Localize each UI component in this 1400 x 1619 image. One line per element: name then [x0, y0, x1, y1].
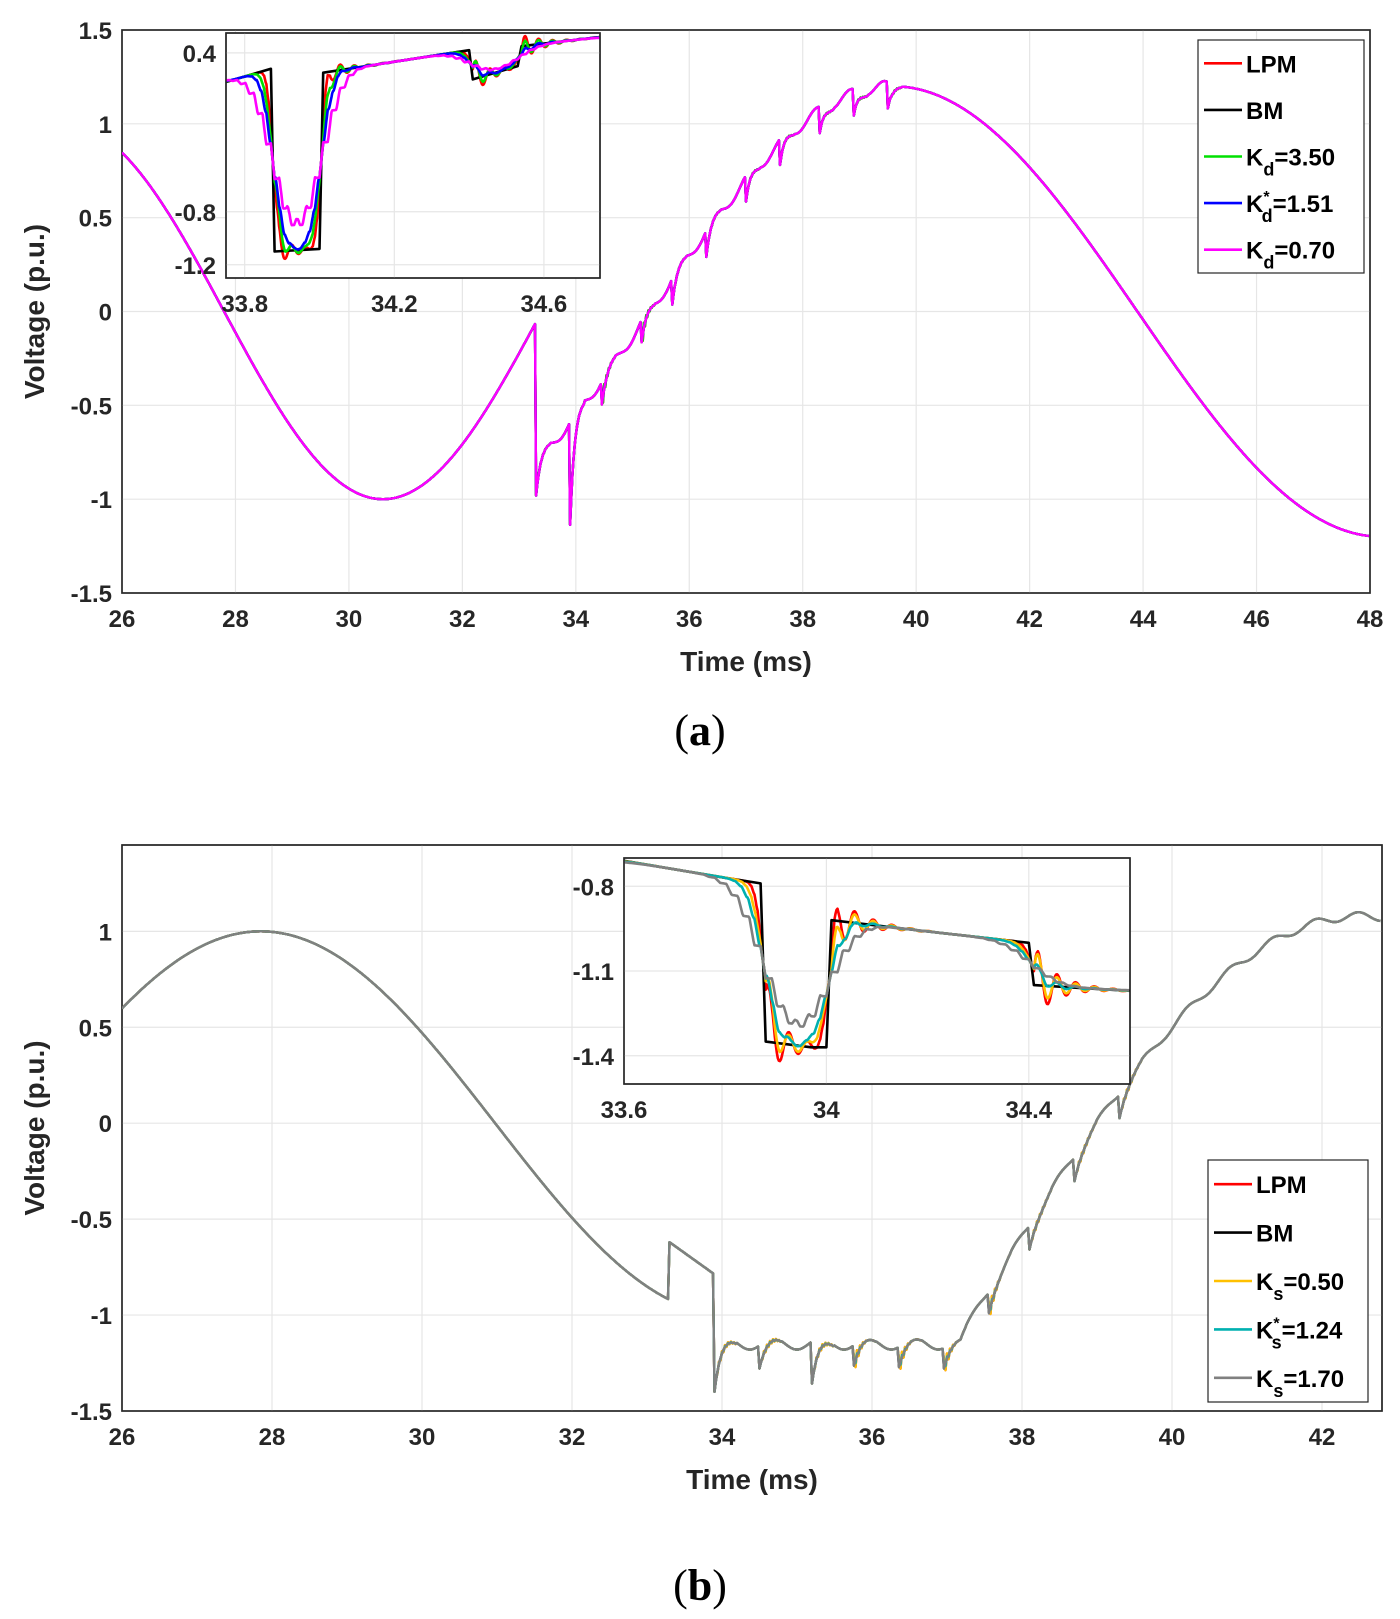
legend-label: BM	[1246, 98, 1283, 125]
x-tick-label: 38	[789, 606, 816, 633]
caption-b: (b)	[673, 1561, 727, 1610]
series-line-Ks=1.70	[122, 911, 1381, 1393]
inset-y-tick-label: -1.2	[175, 253, 216, 280]
x-tick-label: 28	[222, 606, 249, 633]
chart-b: 26 28 30 32 34 36 38 40 42 -1.5 -1 -0.5 0 0.5 1 Time (m…	[19, 844, 1383, 1495]
legend: LPM BM Ks=0.50 K* s=1.24 Ks=1.70	[1207, 1159, 1369, 1403]
series-lines	[122, 79, 1370, 538]
y-tick-label: -1.5	[71, 1399, 112, 1426]
y-tick-label: 0.5	[79, 1015, 112, 1042]
inset-lines	[226, 34, 600, 261]
inset-x-tick-label: 33.8	[221, 291, 268, 318]
y-tick-label: 0	[99, 300, 112, 327]
y-axis-label: Voltage (p.u.)	[19, 1040, 50, 1215]
x-axis-label: Time (ms)	[680, 646, 812, 677]
inset-line-K*s=1.24	[624, 860, 1130, 1048]
y-tick-label: -1.5	[71, 581, 112, 608]
inset-line-Kd=0.70	[226, 36, 600, 227]
x-tick-label: 44	[1130, 606, 1157, 633]
inset-y-tick-label: -1.4	[573, 1044, 615, 1071]
x-tick-label: 32	[559, 1424, 586, 1451]
x-tick-label: 30	[409, 1424, 436, 1451]
x-tick-label: 26	[109, 1424, 136, 1451]
inset-y-tick-label: -0.8	[573, 874, 614, 901]
legend-label: Ks=1.70	[1256, 1366, 1344, 1401]
x-tick-label: 42	[1016, 606, 1043, 633]
caption-a: (a)	[674, 706, 725, 755]
inset-lines	[624, 859, 1130, 1063]
legend-label: Kd=3.50	[1246, 145, 1335, 180]
inset-line-Ks=1.70	[624, 861, 1130, 1028]
inset: 33.6 34 34.4 -1.4 -1.1 -0.8	[573, 857, 1131, 1124]
x-tick-label: 38	[1009, 1424, 1036, 1451]
x-tick-label: 40	[1159, 1424, 1186, 1451]
series-lines	[122, 911, 1381, 1393]
x-tick-label: 36	[676, 606, 703, 633]
y-tick-label: -0.5	[71, 393, 112, 420]
x-tick-label: 48	[1357, 606, 1384, 633]
inset-y-tick-label: 0.4	[183, 41, 217, 68]
y-tick-label: 1	[99, 112, 112, 139]
x-tick-label: 42	[1309, 1424, 1336, 1451]
x-tick-label: 46	[1243, 606, 1270, 633]
legend-label: Kd=0.70	[1246, 238, 1335, 273]
y-tick-label: -0.5	[71, 1207, 112, 1234]
legend: LPM BM Kd=3.50 K* d=1.51 Kd=0.70	[1197, 39, 1365, 274]
inset-y-tick-label: -0.8	[175, 200, 216, 227]
inset-x-tick-label: 34	[813, 1097, 840, 1124]
inset-border	[623, 857, 1131, 1085]
legend-label: K* s=1.24	[1256, 1315, 1343, 1352]
x-axis-label: Time (ms)	[686, 1464, 818, 1495]
x-tick-label: 28	[259, 1424, 286, 1451]
x-tick-label: 30	[336, 606, 363, 633]
x-tick-label: 32	[449, 606, 476, 633]
inset-x-tick-label: 34.2	[371, 291, 418, 318]
inset-border	[225, 32, 601, 279]
x-tick-label: 34	[562, 606, 589, 633]
plot-border	[121, 29, 1371, 594]
inset-x-tick-label: 34.4	[1005, 1097, 1052, 1124]
legend-label: BM	[1256, 1221, 1293, 1248]
y-tick-label: 1.5	[79, 18, 112, 45]
y-axis-label: Voltage (p.u.)	[19, 224, 50, 399]
x-tick-label: 34	[709, 1424, 736, 1451]
y-tick-label: 0	[99, 1111, 112, 1138]
legend-label: Ks=0.50	[1256, 1269, 1344, 1304]
y-tick-label: -1	[91, 1303, 112, 1330]
x-tick-label: 26	[109, 606, 136, 633]
y-tick-label: -1	[91, 487, 112, 514]
inset-y-tick-label: -1.1	[573, 959, 614, 986]
legend-label: LPM	[1246, 51, 1297, 78]
legend-label: LPM	[1256, 1172, 1307, 1199]
legend-label: K* d=1.51	[1246, 189, 1333, 226]
inset-x-tick-label: 34.6	[521, 291, 568, 318]
y-tick-label: 0.5	[79, 206, 112, 233]
plot-border	[121, 844, 1383, 1412]
inset: 33.8 34.2 34.6 -1.2 -0.8 0.4	[175, 32, 601, 318]
chart-a: 26 28 30 32 34 36 38 40 42 44 46 48 -1.5 -1 -0.5 0 0.5 1 1…	[19, 18, 1383, 677]
series-line-Kd=0.70	[122, 79, 1370, 538]
inset-x-tick-label: 33.6	[601, 1097, 648, 1124]
x-tick-label: 40	[903, 606, 930, 633]
x-tick-label: 36	[859, 1424, 886, 1451]
y-tick-label: 1	[99, 919, 112, 946]
inset-area	[225, 32, 601, 279]
